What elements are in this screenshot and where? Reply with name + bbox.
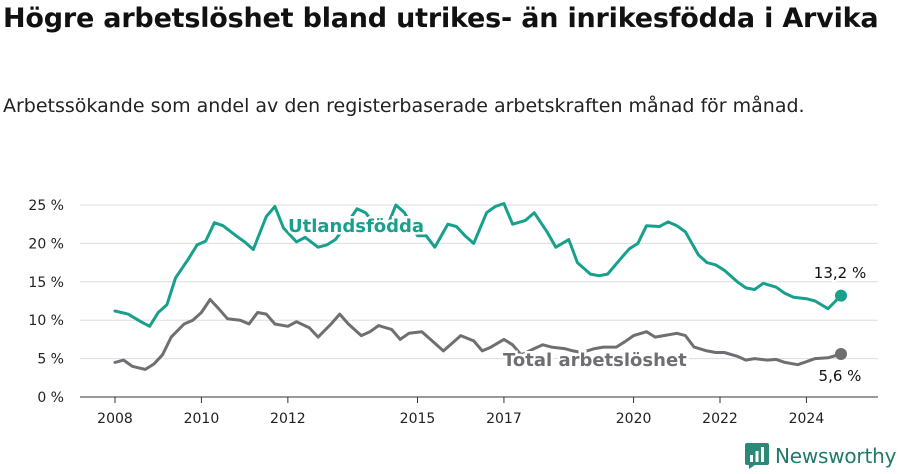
- y-tick-label: 10 %: [28, 313, 64, 329]
- series-endpoint-dot: [835, 347, 847, 360]
- chart-title: Högre arbetslöshet bland utrikes- än inr…: [3, 3, 879, 34]
- brand-logo: Newsworthy: [745, 443, 896, 469]
- series-group: Utlandsfödda Total arbetslöshet 13,2 % 5,6 …: [113, 202, 868, 387]
- x-tick-label: 2010: [184, 411, 220, 427]
- x-tick-label: 2017: [486, 411, 522, 427]
- series-label-utlandsfodda: Utlandsfödda: [288, 216, 424, 237]
- x-tick-label: 2022: [702, 411, 738, 427]
- series-label-total: Total arbetslöshet: [503, 350, 687, 371]
- x-tick-label: 2015: [400, 411, 436, 427]
- end-label-total: 5,6 %: [819, 367, 862, 385]
- chart-subtitle: Arbetssökande som andel av den registerb…: [3, 95, 805, 117]
- series-endpoint-dot: [835, 289, 847, 302]
- y-tick-label: 5 %: [37, 352, 64, 368]
- x-axis: 2008 2010 2012 2015 2017 2020 2022 2024: [97, 397, 824, 427]
- brand-name: Newsworthy: [775, 444, 897, 468]
- end-label-utlandsfodda: 13,2 %: [814, 264, 866, 282]
- x-tick-label: 2012: [270, 411, 306, 427]
- y-tick-label: 15 %: [28, 275, 64, 291]
- x-tick-label: 2024: [789, 411, 825, 427]
- y-tick-label: 0 %: [37, 390, 64, 406]
- y-tick-label: 25 %: [28, 198, 64, 214]
- y-axis: 0 % 5 % 10 % 15 % 20 % 25 %: [28, 198, 64, 406]
- y-tick-label: 20 %: [28, 236, 64, 252]
- series-line-utlandsfodda: [113, 202, 843, 328]
- x-tick-label: 2020: [616, 411, 652, 427]
- newsworthy-logo-icon: [745, 443, 769, 469]
- x-tick-label: 2008: [97, 411, 133, 427]
- series-line-total: [113, 298, 843, 371]
